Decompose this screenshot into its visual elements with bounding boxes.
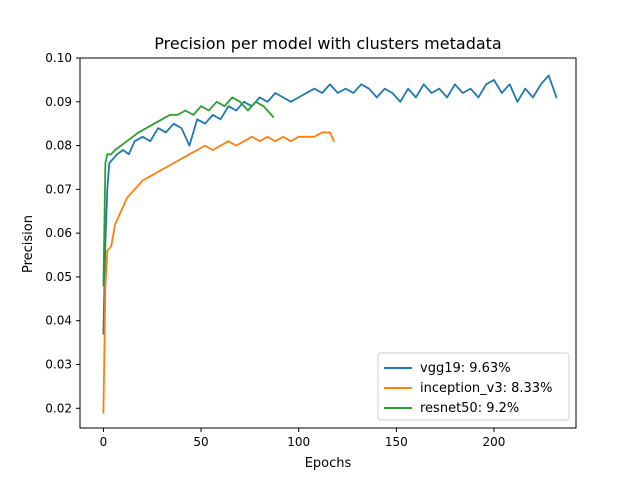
legend-box [377,352,570,421]
y-tick-label: 0.10 [45,51,72,65]
series-line-2 [102,96,275,287]
x-tick-label: 0 [100,435,108,449]
y-tick-label: 0.02 [45,401,72,415]
x-axis-label: Epochs [305,456,352,471]
plot-frame [79,57,577,429]
x-axis-ticks: 0 50 100 150 200 [100,428,506,449]
legend-label-1: inception_v3: 8.33% [420,381,552,396]
y-axis-label: Precision [21,215,36,273]
y-tick-label: 0.03 [45,358,72,372]
y-tick-label: 0.08 [45,139,72,153]
x-tick-label: 150 [385,435,408,449]
legend-label-2: resnet50: 9.2% [420,401,519,416]
chart-title: Precision per model with clusters metada… [154,34,501,53]
x-tick-label: 50 [193,435,208,449]
y-axis-ticks: 0.02 0.03 0.04 0.05 0.06 0.07 0.08 0.09 0.10 [45,51,80,415]
legend-label-0: vgg19: 9.63% [420,361,511,376]
y-tick-label: 0.07 [45,182,72,196]
plot-lines [102,74,558,414]
y-tick-label: 0.06 [45,226,72,240]
x-tick-label: 200 [483,435,506,449]
y-tick-label: 0.09 [45,95,72,109]
y-tick-label: 0.04 [45,314,72,328]
legend: vgg19: 9.63% inception_v3: 8.33% resnet50:… [377,352,570,421]
y-tick-label: 0.05 [45,270,72,284]
series-line-0 [102,74,558,335]
x-tick-label: 100 [287,435,310,449]
series-line-1 [102,131,335,414]
